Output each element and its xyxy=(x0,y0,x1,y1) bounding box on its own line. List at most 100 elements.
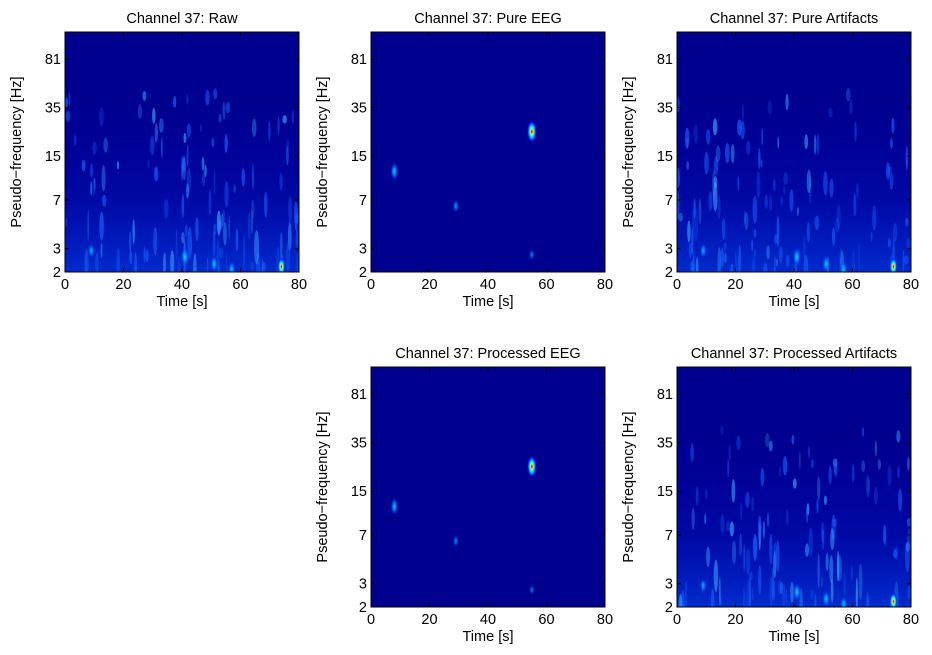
heatmap-background xyxy=(371,367,605,607)
heatmap-texture xyxy=(390,120,537,261)
x-tick-label: 0 xyxy=(367,277,375,293)
heatmap-blob xyxy=(390,161,399,182)
spectrogram-panel-raw: Channel 37: Raw 0 20 40 60 80 2 3 7 15 35 81 Time [s… xyxy=(9,11,307,310)
y-tick-label: 81 xyxy=(657,387,673,403)
y-tick-label: 2 xyxy=(665,600,673,616)
y-tick-label: 7 xyxy=(359,528,367,544)
panel-title: Channel 37: Pure Artifacts xyxy=(710,11,878,27)
heatmap-blob xyxy=(699,578,707,594)
heatmap-texture xyxy=(677,88,911,272)
x-tick-label: 20 xyxy=(421,277,437,293)
heatmap-blob xyxy=(792,582,802,602)
y-tick-label: 2 xyxy=(359,265,367,281)
x-tick-label: 0 xyxy=(673,277,681,293)
heatmap-blob xyxy=(452,199,460,213)
x-tick-label: 20 xyxy=(727,277,743,293)
heatmap-blob xyxy=(889,257,898,272)
y-axis-label: Pseudo−frequency [Hz] xyxy=(315,76,331,227)
y-tick-label: 2 xyxy=(53,265,61,281)
y-tick-label: 3 xyxy=(665,242,673,258)
heatmap-texture xyxy=(677,425,911,607)
heatmap-blob xyxy=(822,254,831,272)
panel-title: Channel 37: Raw xyxy=(126,11,238,27)
y-tick-label: 7 xyxy=(665,528,673,544)
heatmap-background xyxy=(371,32,605,272)
x-axis-label: Time [s] xyxy=(768,629,819,645)
heatmap-blob xyxy=(889,592,898,607)
heatmap-blob xyxy=(527,455,537,478)
x-tick-label: 40 xyxy=(480,612,496,628)
heatmap-blob xyxy=(822,590,831,607)
x-tick-label: 60 xyxy=(538,277,554,293)
x-tick-label: 80 xyxy=(903,612,919,628)
spectrogram-panel-pure-artifacts: Channel 37: Pure Artifacts 0 20 40 60 80 2 3 7 15… xyxy=(621,11,919,310)
heatmap-blob xyxy=(390,497,399,516)
y-tick-label: 81 xyxy=(351,387,367,403)
x-tick-label: 0 xyxy=(61,277,69,293)
x-tick-label: 60 xyxy=(844,612,860,628)
panel-title: Channel 37: Pure EEG xyxy=(414,11,562,27)
y-axis-label: Pseudo−frequency [Hz] xyxy=(621,76,637,227)
y-tick-label: 2 xyxy=(359,600,367,616)
heatmap-blob xyxy=(792,246,802,267)
heatmap-blob xyxy=(839,260,848,272)
panel-title: Channel 37: Processed EEG xyxy=(395,346,580,362)
x-tick-label: 20 xyxy=(727,612,743,628)
spectrogram-panel-pure-eeg: Channel 37: Pure EEG 0 20 40 60 80 2 3 7 15 35 81 Ti… xyxy=(315,11,613,310)
y-axis-label: Pseudo−frequency [Hz] xyxy=(315,411,331,562)
heatmap-blob xyxy=(699,242,708,259)
y-axis-label: Pseudo−frequency [Hz] xyxy=(621,411,637,562)
y-tick-label: 81 xyxy=(45,52,61,68)
x-tick-label: 0 xyxy=(367,612,375,628)
heatmap-blob xyxy=(87,242,96,259)
heatmap-blob xyxy=(180,246,190,267)
y-tick-label: 7 xyxy=(53,193,61,209)
x-tick-label: 40 xyxy=(786,612,802,628)
x-tick-label: 40 xyxy=(480,277,496,293)
y-tick-label: 15 xyxy=(657,484,673,500)
heatmap-blob xyxy=(210,254,219,272)
y-tick-label: 7 xyxy=(665,193,673,209)
spectrogram-panel-processed-artifacts: Channel 37: Processed Artifacts 0 20 40 60 80… xyxy=(621,346,919,645)
y-axis-label: Pseudo−frequency [Hz] xyxy=(9,76,25,227)
y-tick-label: 15 xyxy=(657,149,673,165)
spectrogram-panel-processed-eeg: Channel 37: Processed EEG 0 20 40 60 80 2 3 7 15 3… xyxy=(315,346,613,645)
y-tick-label: 2 xyxy=(665,265,673,281)
y-tick-label: 35 xyxy=(657,435,673,451)
heatmap-texture xyxy=(390,455,537,595)
y-tick-label: 15 xyxy=(45,149,61,165)
x-tick-label: 20 xyxy=(421,612,437,628)
heatmap-texture xyxy=(65,88,299,272)
heatmap-blob xyxy=(227,260,236,272)
x-tick-label: 40 xyxy=(786,277,802,293)
x-tick-label: 40 xyxy=(174,277,190,293)
x-tick-label: 0 xyxy=(673,612,681,628)
heatmap-blob xyxy=(528,249,535,261)
y-tick-label: 35 xyxy=(45,100,61,116)
x-tick-label: 80 xyxy=(597,277,613,293)
y-tick-label: 15 xyxy=(351,149,367,165)
x-tick-label: 60 xyxy=(232,277,248,293)
x-axis-label: Time [s] xyxy=(462,629,513,645)
heatmap-blob xyxy=(839,595,848,607)
y-tick-label: 3 xyxy=(359,242,367,258)
heatmap-blob xyxy=(528,584,535,595)
x-tick-label: 20 xyxy=(115,277,131,293)
y-tick-label: 35 xyxy=(351,435,367,451)
y-tick-label: 81 xyxy=(351,52,367,68)
y-tick-label: 3 xyxy=(665,577,673,593)
y-tick-label: 35 xyxy=(351,100,367,116)
y-tick-label: 81 xyxy=(657,52,673,68)
x-axis-label: Time [s] xyxy=(462,294,513,310)
y-tick-label: 3 xyxy=(359,577,367,593)
heatmap-blob xyxy=(277,257,286,272)
heatmap-blob xyxy=(452,534,460,548)
panel-title: Channel 37: Processed Artifacts xyxy=(691,346,897,362)
y-tick-label: 15 xyxy=(351,484,367,500)
x-axis-label: Time [s] xyxy=(768,294,819,310)
x-tick-label: 80 xyxy=(903,277,919,293)
x-axis-label: Time [s] xyxy=(156,294,207,310)
x-tick-label: 60 xyxy=(538,612,554,628)
